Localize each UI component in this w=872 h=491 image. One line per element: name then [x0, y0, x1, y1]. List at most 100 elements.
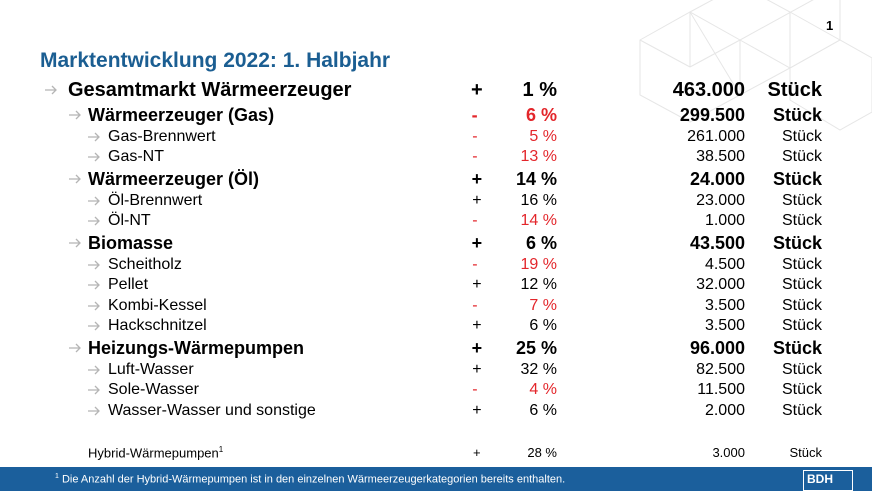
change-sign: +	[473, 444, 481, 460]
row-label: Öl-Brennwert	[108, 191, 203, 209]
bullet-arrow	[88, 260, 100, 269]
bullet-arrow	[88, 406, 100, 415]
bullet-arrow	[88, 196, 100, 205]
bullet-arrow	[88, 216, 100, 226]
change-percent: 16 %	[520, 191, 557, 209]
unit-label: Stück	[789, 444, 822, 460]
change-percent: 28 %	[527, 444, 557, 460]
change-percent: 6 %	[529, 317, 557, 334]
row-label: Hackschnitzel	[108, 317, 207, 334]
change-sign: +	[471, 79, 483, 101]
bullet-arrow	[88, 365, 100, 374]
unit-label: Stück	[781, 296, 822, 314]
bullet-arrow	[88, 385, 100, 395]
change-sign: +	[472, 191, 482, 209]
change-sign: -	[472, 127, 478, 145]
change-sign: +	[471, 169, 483, 189]
change-percent: 5 %	[529, 127, 557, 145]
unit-label: Stück	[781, 212, 822, 229]
unit-count: 32.000	[696, 276, 745, 293]
row-label: Scheitholz	[108, 255, 182, 273]
bullet-arrow	[69, 343, 81, 353]
logo: BDH	[803, 470, 853, 491]
change-percent: 19 %	[520, 255, 557, 273]
hybrid-label: Hybrid-Wärmepumpen1	[88, 445, 223, 459]
row-label: Luft-Wasser	[108, 360, 194, 378]
bullet-arrow	[88, 132, 100, 141]
unit-label: Stück	[781, 381, 822, 398]
unit-count: 43.500	[689, 233, 745, 253]
unit-label: Stück	[781, 148, 822, 165]
change-sign: -	[471, 105, 478, 125]
row-label: Gesamtmarkt Wärmeerzeuger	[68, 79, 352, 101]
unit-label: Stück	[767, 79, 822, 101]
change-percent: 25 %	[515, 338, 557, 358]
unit-label: Stück	[772, 105, 822, 125]
change-percent: 13 %	[520, 148, 557, 165]
bullet-arrow	[88, 152, 100, 162]
row-label: Öl-NT	[108, 212, 151, 229]
unit-count: 11.500	[697, 381, 745, 398]
bullet-arrow	[45, 85, 57, 95]
row-label: Gas-Brennwert	[108, 127, 216, 145]
change-percent: 4 %	[529, 381, 557, 398]
change-percent: 6 %	[525, 105, 557, 125]
row-label: Wärmeerzeuger (Öl)	[88, 169, 260, 189]
unit-label: Stück	[781, 317, 822, 334]
row-label: Pellet	[108, 276, 149, 293]
unit-count: 3.500	[704, 317, 745, 334]
unit-count: 38.500	[696, 148, 745, 165]
unit-count: 96.000	[689, 338, 745, 358]
footnote-text: Die Anzahl der Hybrid-Wärmepumpen ist in…	[61, 473, 566, 486]
change-sign: +	[472, 401, 482, 419]
slide-title: Marktentwicklung 2022: 1. Halbjahr	[40, 49, 391, 72]
unit-count: 82.500	[696, 360, 745, 378]
change-sign: +	[471, 233, 483, 253]
unit-label: Stück	[772, 233, 822, 253]
bullet-arrow	[69, 174, 81, 184]
row-label: Kombi-Kessel	[108, 296, 207, 314]
row-label: Wasser-Wasser und sonstige	[108, 401, 316, 419]
change-percent: 14 %	[520, 212, 557, 229]
footer-bar	[0, 467, 872, 491]
change-sign: -	[472, 255, 478, 273]
change-percent: 6 %	[525, 233, 557, 253]
row-label: Biomasse	[88, 233, 174, 253]
row-label: Sole-Wasser	[108, 381, 199, 398]
unit-count: 4.500	[704, 255, 745, 273]
unit-label: Stück	[781, 255, 822, 273]
unit-label: Stück	[772, 169, 822, 189]
bullet-arrow	[88, 280, 100, 290]
change-percent: 12 %	[520, 276, 557, 293]
bullet-arrow	[69, 238, 81, 248]
change-sign: +	[472, 317, 482, 334]
change-sign: -	[472, 148, 478, 165]
unit-label: Stück	[781, 191, 822, 209]
unit-count: 463.000	[672, 79, 745, 101]
bullet-arrow	[88, 321, 100, 331]
footnote-marker: 1	[55, 473, 59, 480]
unit-label: Stück	[781, 360, 822, 378]
change-sign: -	[472, 296, 478, 314]
change-sign: +	[471, 338, 483, 358]
unit-count: 24.000	[689, 169, 745, 189]
change-sign: -	[472, 212, 478, 229]
unit-label: Stück	[781, 401, 822, 419]
footnote: 1 Die Anzahl der Hybrid-Wärmepumpen ist …	[55, 473, 565, 486]
unit-count: 23.000	[696, 191, 745, 209]
change-percent: 14 %	[515, 169, 557, 189]
unit-label: Stück	[772, 338, 822, 358]
change-percent: 32 %	[520, 360, 557, 378]
unit-count: 2.000	[704, 401, 745, 419]
bullet-arrow	[88, 301, 100, 310]
change-percent: 6 %	[529, 401, 557, 419]
unit-count: 1.000	[704, 212, 745, 229]
page-number: 1	[826, 18, 834, 33]
change-sign: -	[472, 381, 478, 398]
unit-count: 3.500	[704, 296, 745, 314]
unit-label: Stück	[781, 127, 822, 145]
logo-text: BDH	[807, 472, 833, 486]
row-label: Gas-NT	[108, 148, 164, 165]
